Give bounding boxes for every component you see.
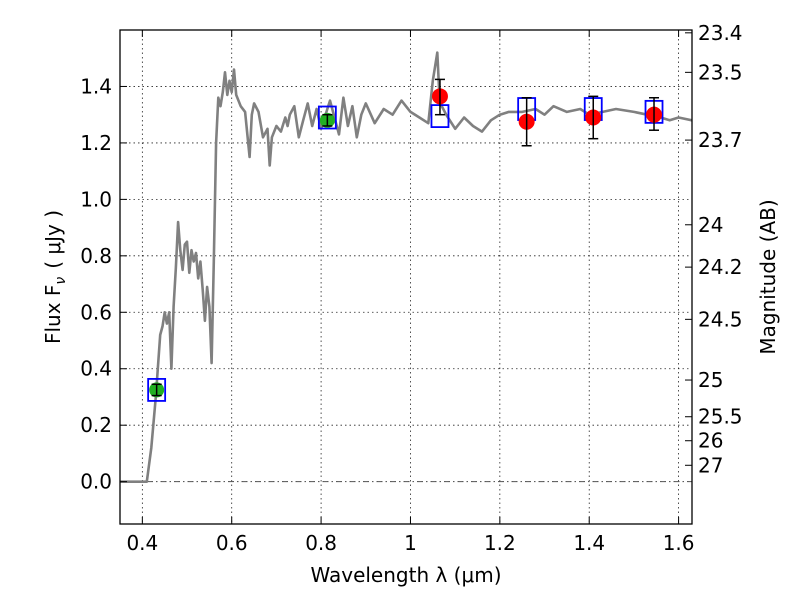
y-tick-label: 0.2 [80, 413, 112, 437]
model-photometry-box [147, 378, 167, 402]
x-tick-label: 1.2 [484, 531, 516, 555]
axis-ticks: 0.4 0.6 0.8 1 1.2 1.4 1.6 0.0 0.2 0.4 0.6 0.8 1.0 1.2… [80, 21, 742, 555]
right-tick-label: 27 [698, 453, 723, 477]
right-tick-label: 23.5 [698, 60, 743, 84]
y-tick-label: 0.0 [80, 470, 112, 494]
y-tick-label: 1.0 [80, 187, 112, 211]
x-tick-label: 0.4 [126, 531, 158, 555]
y-axis-label-subscript: ν [53, 277, 69, 285]
right-tick-label: 24 [698, 213, 723, 237]
right-tick-label: 26 [698, 429, 723, 453]
right-tick-label: 24.2 [698, 255, 743, 279]
right-axis-label: Magnitude (AB) [756, 199, 780, 354]
x-axis-label: Wavelength λ (μm) [310, 563, 501, 587]
x-tick-label: 1 [404, 531, 417, 555]
plot-frame [119, 29, 693, 525]
right-tick-label: 23.7 [698, 128, 743, 152]
y-axis-label: Flux Fν ( μJy ) [41, 210, 69, 344]
y-tick-label: 0.6 [80, 300, 112, 324]
right-tick-label: 24.5 [698, 307, 743, 331]
grid [120, 30, 692, 524]
y-tick-label: 1.2 [80, 131, 112, 155]
y-tick-label: 1.4 [80, 74, 112, 98]
right-tick-label: 23.4 [698, 21, 743, 45]
y-tick-label: 0.4 [80, 357, 112, 381]
model-spectrum-line [120, 51, 692, 484]
y-tick-label: 0.8 [80, 244, 112, 268]
x-tick-label: 0.6 [216, 531, 248, 555]
x-tick-label: 0.8 [305, 531, 337, 555]
right-tick-label: 25.5 [698, 405, 743, 429]
y-axis-label-units: ( μJy ) [41, 210, 65, 269]
right-tick-label: 25 [698, 368, 723, 392]
x-tick-label: 1.6 [663, 531, 695, 555]
x-tick-label: 1.4 [573, 531, 605, 555]
y-axis-label-main: Flux F [41, 285, 65, 344]
model-photometry-box [317, 105, 337, 130]
